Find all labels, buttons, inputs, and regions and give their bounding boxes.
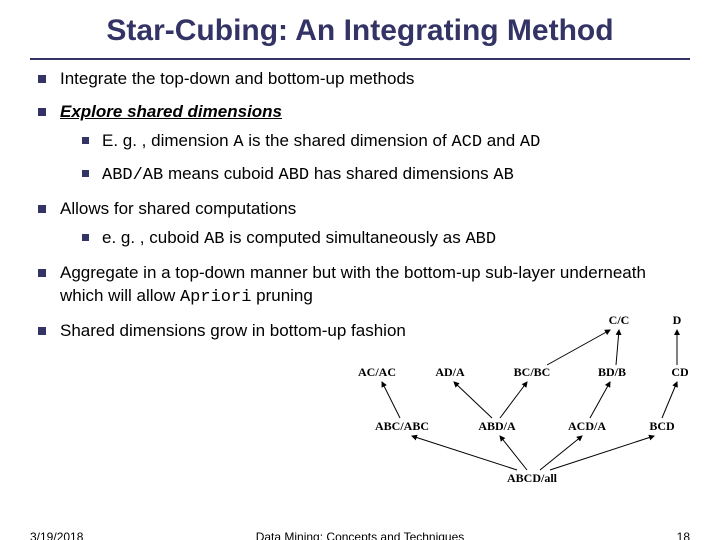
slide-title: Star-Cubing: An Integrating Method [0, 0, 720, 48]
text: has shared dimensions [309, 164, 493, 183]
text: e. g. , cuboid [102, 228, 204, 247]
text: and [482, 131, 520, 150]
text: pruning [251, 286, 312, 305]
cuboid-tree-diagram: C/C D AC/AC AD/A BC/BC BD/B CD ABC/ABC A… [332, 310, 702, 500]
node-bd: BD/B [598, 365, 626, 379]
footer-center: Data Mining: Concepts and Techniques [0, 530, 720, 540]
edge [500, 382, 527, 418]
edge [382, 382, 400, 418]
footer-page-number: 18 [677, 530, 690, 540]
edge [454, 382, 492, 418]
text-mono: ABD/AB [102, 166, 163, 185]
edge [540, 436, 582, 470]
edge [500, 436, 527, 470]
edge [590, 382, 610, 418]
sub-bullet-ab-abd: e. g. , cuboid AB is computed simultaneo… [82, 227, 690, 252]
text-mono: ABD [465, 230, 496, 249]
bullet-list-level2: E. g. , dimension A is the shared dimens… [60, 130, 690, 188]
slide: Star-Cubing: An Integrating Method Integ… [0, 0, 720, 540]
text-mono: AB [493, 166, 513, 185]
text-mono: AD [520, 133, 540, 152]
bullet-allows: Allows for shared computations e. g. , c… [38, 198, 690, 252]
node-abd: ABD/A [478, 419, 516, 433]
node-bc: BC/BC [514, 365, 551, 379]
bullet-text: Allows for shared computations [60, 199, 296, 218]
node-d: D [673, 313, 682, 327]
node-ac: AC/AC [358, 365, 396, 379]
node-cd: CD [671, 365, 689, 379]
text-mono: ACD [451, 133, 482, 152]
text-mono: ABD [279, 166, 310, 185]
edge [412, 436, 517, 470]
bullet-integrate: Integrate the top-down and bottom-up met… [38, 68, 690, 91]
text: is computed simultaneously as [224, 228, 465, 247]
node-cc: C/C [609, 313, 630, 327]
node-bcd: BCD [649, 419, 675, 433]
bullet-text: Explore shared dimensions [60, 102, 282, 121]
node-ad: AD/A [435, 365, 465, 379]
bullet-explore: Explore shared dimensions E. g. , dimens… [38, 101, 690, 188]
text: is the shared dimension of [244, 131, 452, 150]
bullet-aggregate: Aggregate in a top-down manner but with … [38, 262, 690, 310]
node-acd: ACD/A [568, 419, 606, 433]
edge [662, 382, 677, 418]
node-abc: ABC/ABC [375, 419, 429, 433]
bullet-text: Integrate the top-down and bottom-up met… [60, 69, 414, 88]
bullet-list-level1: Integrate the top-down and bottom-up met… [38, 68, 690, 342]
edge [547, 330, 610, 365]
text: means cuboid [163, 164, 278, 183]
node-abcd: ABCD/all [507, 471, 558, 485]
bullet-list-level2: e. g. , cuboid AB is computed simultaneo… [60, 227, 690, 252]
sub-bullet-abd-ab: ABD/AB means cuboid ABD has shared dimen… [82, 163, 690, 188]
text-mono: A [233, 133, 243, 152]
text-mono: Apriori [180, 288, 251, 307]
text: Aggregate in a top-down manner but with … [60, 263, 646, 305]
text-mono: AB [204, 230, 224, 249]
edge [550, 436, 654, 470]
text: E. g. , dimension [102, 131, 233, 150]
content-area: Integrate the top-down and bottom-up met… [0, 60, 720, 342]
edge [616, 330, 619, 365]
sub-bullet-example-dimension: E. g. , dimension A is the shared dimens… [82, 130, 690, 155]
